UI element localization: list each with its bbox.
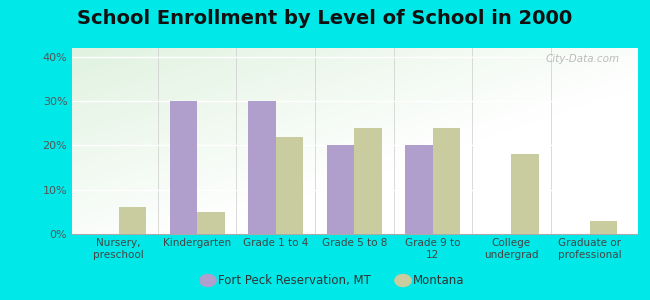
Bar — [354, 128, 382, 234]
Text: Fort Peck Reservation, MT: Fort Peck Reservation, MT — [218, 274, 370, 287]
Text: Montana: Montana — [413, 274, 464, 287]
Bar — [433, 128, 460, 234]
Bar — [118, 207, 146, 234]
Bar — [590, 221, 618, 234]
Bar — [197, 212, 225, 234]
Text: City-Data.com: City-Data.com — [546, 54, 620, 64]
Bar — [327, 146, 354, 234]
Bar — [512, 154, 539, 234]
Bar — [170, 101, 197, 234]
Bar — [248, 101, 276, 234]
Bar — [406, 146, 433, 234]
Bar — [276, 136, 303, 234]
Text: School Enrollment by Level of School in 2000: School Enrollment by Level of School in … — [77, 9, 573, 28]
